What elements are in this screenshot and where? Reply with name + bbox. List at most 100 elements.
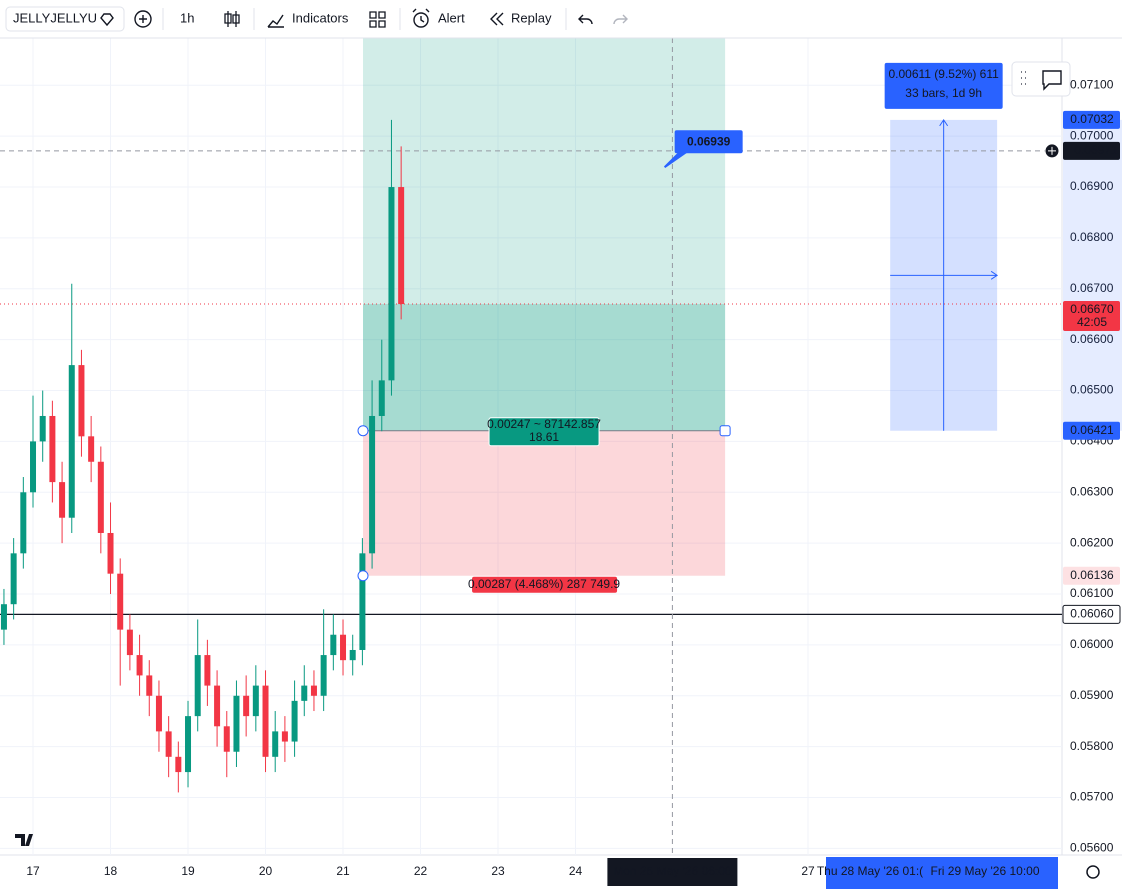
x-tick-label: 23 [491,864,505,878]
target-zone [363,38,726,431]
symbol-box[interactable] [5,6,125,32]
handle [357,570,369,582]
stop-zone [363,430,726,576]
x-tick-label: 22 [414,864,428,878]
candle-body [97,461,104,533]
diamond-icon[interactable] [100,13,114,27]
callout-bg [674,130,743,154]
candle-body [0,604,7,630]
candle-body [330,634,337,656]
candle-body [378,380,385,416]
stop-axis-label: 0.06136 [1070,568,1114,582]
candle-body [10,553,17,605]
x-tick-label: 17 [26,864,40,878]
handle [357,425,369,437]
candle-body [136,655,143,676]
stop-axis-label-bg [1063,566,1120,585]
add-symbol[interactable] [134,10,152,28]
measure-axis-band [1063,119,1122,431]
interval[interactable]: 1h [180,10,194,25]
open-profit-zone [363,304,726,431]
measure-arrows [890,119,999,431]
y-tick-label: 0.06300 [1070,484,1114,498]
target-label: 0.00247 ~ 87142.857 [487,417,601,431]
indicators-button[interactable]: Indicators [292,10,349,25]
y-tick-label: 0.06600 [1070,332,1114,346]
toolbar-bg [0,0,1122,38]
candle-body [388,187,395,381]
redo[interactable] [613,14,628,25]
candle-body [78,365,85,437]
y-tick-label: 0.06800 [1070,230,1114,244]
candle-body [252,685,259,717]
y-tick-label: 0.06500 [1070,383,1114,397]
settings-icon[interactable] [1086,865,1100,879]
y-tick-label: 0.06200 [1070,535,1114,549]
target-label-bg [488,417,600,447]
entry-axis-label-bg [1063,421,1120,440]
replay-icon[interactable] [490,12,504,26]
candle-body [126,629,133,656]
candle-body [20,492,27,554]
candle-body [398,187,405,305]
candle-body [359,553,366,650]
undo[interactable] [578,14,593,25]
measure-end-label: Fri 29 May '26 10:00 [930,864,1039,878]
candle-body [194,655,201,717]
candle-body [310,685,317,696]
candle-body [320,655,327,696]
layouts-icon[interactable] [369,11,386,28]
price-axis [1062,38,1122,855]
target-label: 18.61 [529,430,559,444]
candle-body [204,655,211,686]
y-tick-label: 0.05700 [1070,790,1114,804]
measure-label: 33 bars, 1d 9h [905,86,982,100]
candle-body [281,731,288,742]
drag-handle[interactable] [1021,71,1026,85]
candle-body [68,365,75,518]
crosshair-time-bg [607,858,738,886]
stop-label-bg [472,576,618,593]
price-axis-label-countdown: 42:05 [1077,315,1107,329]
candle-body [291,700,298,742]
candle-body [243,695,250,717]
x-tick-label: 20 [259,864,273,878]
y-tick-label: 0.06700 [1070,281,1114,295]
y-tick-label: 0.05900 [1070,688,1114,702]
y-tick-label: 0.07100 [1070,77,1114,91]
candle-body [88,436,95,462]
chart-type-icon[interactable] [224,11,240,27]
alert-icon[interactable] [413,12,429,28]
candle-body [146,675,153,696]
candle-body [349,649,356,661]
indicators-icon[interactable] [267,14,284,28]
replay-button[interactable]: Replay [511,10,552,25]
candle-body [107,532,114,574]
candle-body [165,731,172,757]
candle-body [30,441,37,493]
tv-logo [15,834,33,846]
candle-body [59,482,66,518]
line-axis-border [1062,604,1121,624]
candle-body [340,634,347,661]
floating-toolbar [1011,61,1071,97]
crosshair-time-label: Mon 25 May '26 06:00 [613,864,732,878]
line-axis-label: 0.06060 [1070,607,1114,621]
plus-icon [139,15,147,23]
x-tick-label: 24 [569,864,583,878]
price-axis-label: 0.06670 [1070,302,1114,316]
y-tick-label: 0.06000 [1070,637,1114,651]
alert-button[interactable]: Alert [438,10,465,25]
candle-body [39,415,46,442]
candle-body [272,731,279,757]
candle-body [155,695,162,732]
candle-body [223,726,230,752]
symbol[interactable]: JELLYJELLYU [13,10,97,25]
measure-label: 0.00611 (9.52%) 611 [888,67,999,81]
candle-body [175,756,182,773]
x-tick-label: 21 [336,864,350,878]
measure-axis-label: 0.07032 [1070,112,1114,126]
text-note-icon[interactable] [1042,70,1062,91]
candle-body [301,685,308,701]
